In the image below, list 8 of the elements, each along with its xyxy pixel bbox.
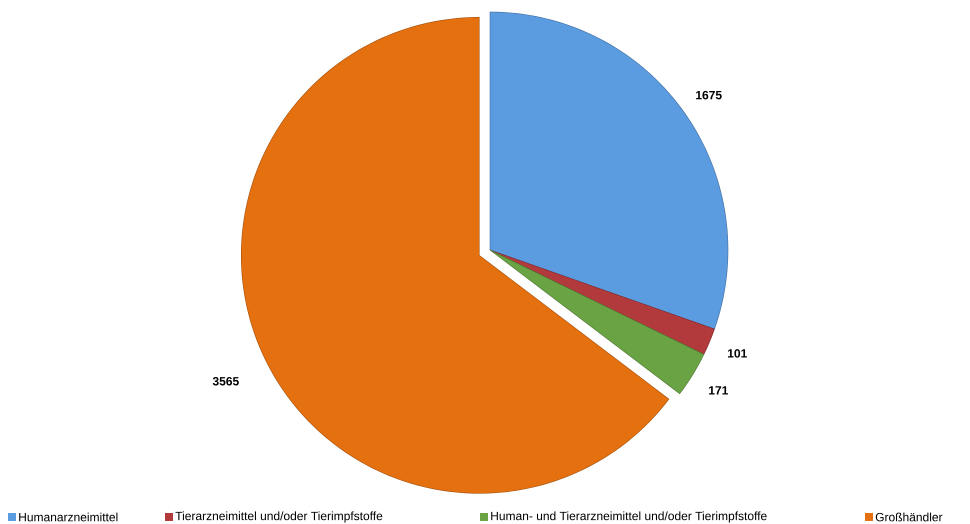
data-label: 3565: [212, 376, 239, 386]
legend-label: Humanarzneimittel: [19, 512, 118, 522]
data-label: 101: [728, 349, 747, 358]
legend-label: Großhändler: [876, 512, 942, 522]
legend-label: Human- und Tierarzneimittel und/oder Tierimpfstoffe: [491, 511, 767, 523]
data-label: 1675: [696, 90, 722, 100]
data-label: 171: [709, 386, 728, 394]
legend-label: Tierarzneimittel und/oder Tierimpfstoffe: [175, 511, 382, 523]
